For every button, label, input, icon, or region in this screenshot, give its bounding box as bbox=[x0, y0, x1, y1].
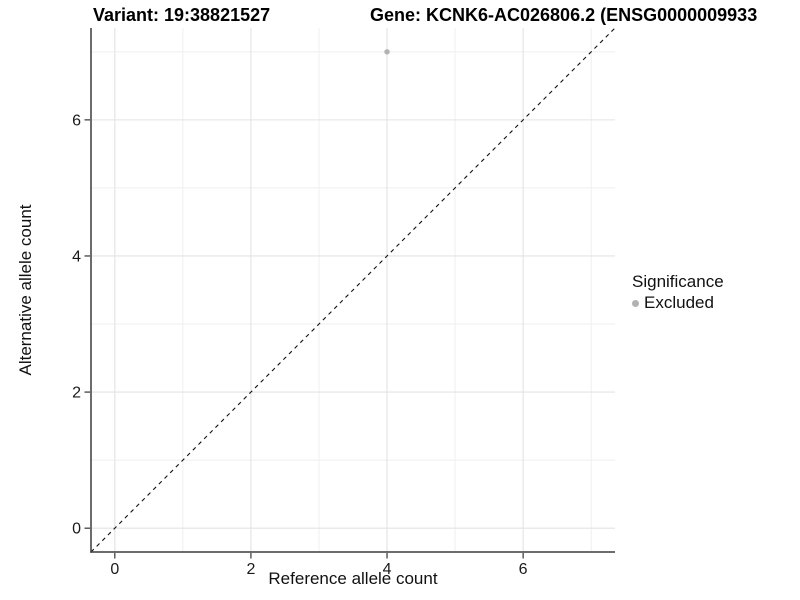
y-tick-label: 4 bbox=[72, 248, 81, 265]
x-tick-label: 0 bbox=[110, 561, 119, 578]
x-tick-label: 4 bbox=[383, 561, 392, 578]
y-tick-label: 0 bbox=[72, 521, 81, 538]
y-tick-label: 2 bbox=[72, 385, 81, 402]
legend-item-excluded: Excluded bbox=[632, 293, 724, 313]
x-tick-label: 6 bbox=[519, 561, 528, 578]
y-axis-title: Alternative allele count bbox=[16, 204, 35, 376]
legend-title: Significance bbox=[632, 272, 724, 291]
legend-item-label: Excluded bbox=[644, 293, 714, 312]
x-tick-label: 2 bbox=[246, 561, 255, 578]
identity-dashed-line bbox=[90, 27, 616, 553]
y-tick-label: 6 bbox=[72, 112, 81, 129]
data-point bbox=[384, 49, 390, 55]
legend: Significance Excluded bbox=[632, 272, 724, 313]
excluded-point-swatch-icon bbox=[632, 299, 639, 307]
variant-title: Variant: 19:38821527 bbox=[93, 5, 271, 25]
gene-title: Gene: KCNK6-AC026806.2 (ENSG0000009933 bbox=[370, 5, 758, 25]
x-axis-title: Reference allele count bbox=[268, 569, 438, 588]
